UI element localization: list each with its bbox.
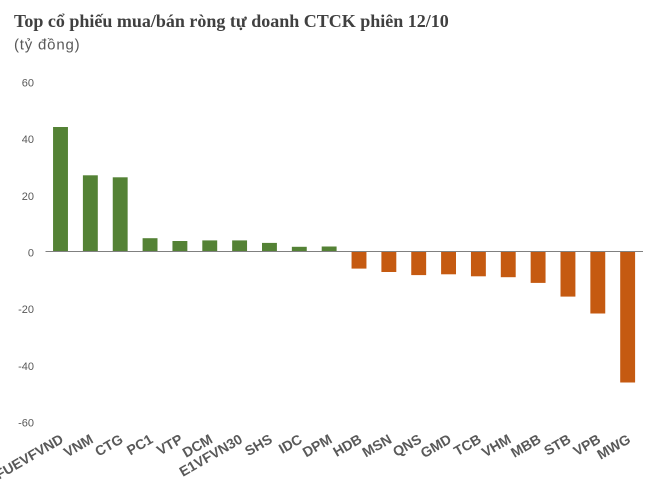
svg-text:20: 20 — [22, 191, 34, 203]
svg-text:-60: -60 — [18, 418, 34, 430]
svg-text:60: 60 — [22, 78, 34, 90]
svg-text:(tỷ đồng): (tỷ đồng) — [14, 37, 80, 54]
svg-text:0: 0 — [28, 248, 34, 260]
svg-text:40: 40 — [22, 134, 34, 146]
svg-text:Top cổ phiếu mua/bán ròng tự d: Top cổ phiếu mua/bán ròng tự doanh CTCK … — [14, 11, 449, 31]
svg-text:-20: -20 — [18, 304, 34, 316]
svg-text:-40: -40 — [18, 361, 34, 373]
